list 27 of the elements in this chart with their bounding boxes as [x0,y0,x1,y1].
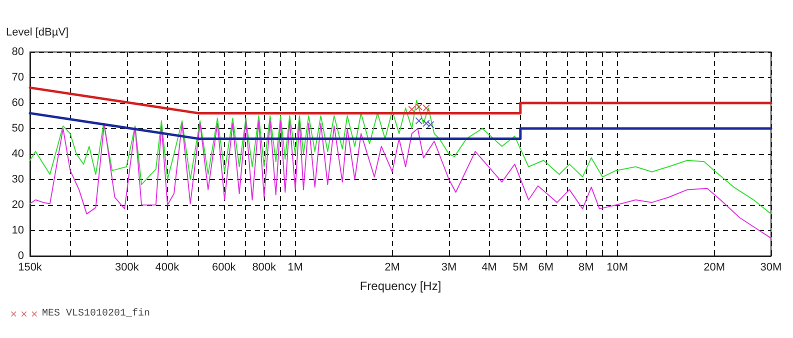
y-tick-label: 10 [12,224,24,236]
x-tick-label: 800k [252,262,277,274]
y-tick-label: 60 [12,97,24,109]
x-tick-label: 8M [578,262,594,274]
x-tick-label: 3M [441,262,457,274]
x-tick-label: 2M [384,262,400,274]
y-tick-label: 20 [12,199,24,211]
x-tick-label: 150k [18,262,42,274]
x-tick-label: 5M [512,262,528,274]
y-tick-label: 50 [12,122,24,134]
x-tick-label: 600k [212,262,236,274]
y-tick-label: 30 [12,174,24,186]
y-tick-label: 80 [12,46,24,58]
x-tick-label: 1M [288,262,303,274]
x-tick-label: 300k [115,262,140,274]
legend-label: MES VLS1010201_fin [42,308,150,320]
x-tick-label: 4M [482,262,497,274]
y-tick-label: 40 [12,148,24,160]
x-tick-label: 6M [538,262,554,274]
x-tick-label: 10M [606,262,628,274]
x-axis-title: Frequency [Hz] [360,279,442,293]
x-tick-label: 30M [760,262,782,274]
y-tick-label: 70 [12,72,24,84]
x-tick-label: 20M [704,262,725,274]
x-tick-label: 400k [155,262,180,274]
y-tick-label: 0 [18,250,24,262]
y-axis-title: Level [dBµV] [6,26,69,38]
